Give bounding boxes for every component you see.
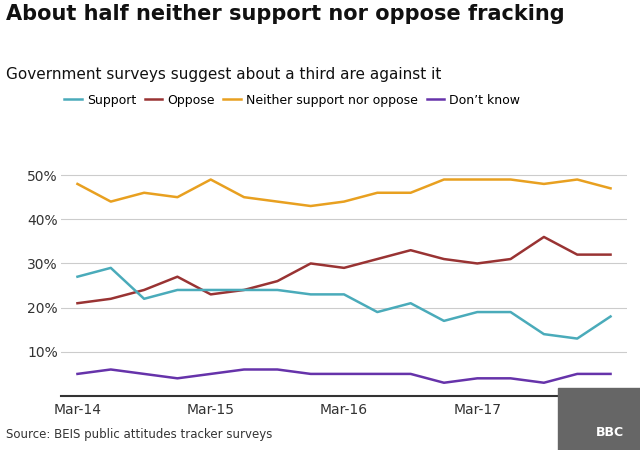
Support [374,309,381,315]
Line: Neither support nor oppose: Neither support nor oppose [77,180,611,206]
Oppose [474,261,481,266]
Oppose [573,252,581,257]
Support [240,287,248,292]
Oppose [307,261,314,266]
Neither support nor oppose [440,177,448,182]
Don’t know [340,371,348,377]
Oppose [507,256,515,262]
Support [407,301,415,306]
Neither support nor oppose [107,199,115,204]
Neither support nor oppose [507,177,515,182]
Support [74,274,81,279]
Neither support nor oppose [607,186,614,191]
Support [540,332,548,337]
Neither support nor oppose [207,177,214,182]
Oppose [240,287,248,292]
Don’t know [173,376,181,381]
Don’t know [107,367,115,372]
Neither support nor oppose [273,199,281,204]
Neither support nor oppose [340,199,348,204]
Don’t know [207,371,214,377]
Neither support nor oppose [307,203,314,209]
Legend: Support, Oppose, Neither support nor oppose, Don’t know: Support, Oppose, Neither support nor opp… [64,94,520,107]
Neither support nor oppose [173,194,181,200]
Don’t know [440,380,448,386]
Don’t know [474,376,481,381]
Oppose [273,279,281,284]
Support [173,287,181,292]
Oppose [107,296,115,302]
Don’t know [74,371,81,377]
Oppose [140,287,148,292]
Oppose [207,292,214,297]
Oppose [374,256,381,262]
Text: BBC: BBC [596,426,624,439]
Oppose [340,265,348,270]
Support [474,309,481,315]
Text: Source: BEIS public attitudes tracker surveys: Source: BEIS public attitudes tracker su… [6,428,273,441]
Oppose [540,234,548,240]
Don’t know [540,380,548,386]
Don’t know [140,371,148,377]
Don’t know [507,376,515,381]
Don’t know [374,371,381,377]
Support [607,314,614,319]
Support [273,287,281,292]
Support [573,336,581,341]
Support [107,265,115,270]
Don’t know [273,367,281,372]
Oppose [607,252,614,257]
Support [507,309,515,315]
Line: Don’t know: Don’t know [77,369,611,383]
Oppose [173,274,181,279]
Don’t know [307,371,314,377]
Don’t know [407,371,415,377]
Don’t know [240,367,248,372]
Oppose [74,301,81,306]
Neither support nor oppose [573,177,581,182]
Text: About half neither support nor oppose fracking: About half neither support nor oppose fr… [6,4,565,24]
Neither support nor oppose [74,181,81,187]
Neither support nor oppose [240,194,248,200]
Support [140,296,148,302]
Line: Support: Support [77,268,611,338]
Line: Oppose: Oppose [77,237,611,303]
Support [440,318,448,324]
Support [307,292,314,297]
Don’t know [607,371,614,377]
Neither support nor oppose [474,177,481,182]
Oppose [440,256,448,262]
Neither support nor oppose [540,181,548,187]
Don’t know [573,371,581,377]
Oppose [407,248,415,253]
Neither support nor oppose [407,190,415,195]
Support [207,287,214,292]
Support [340,292,348,297]
Neither support nor oppose [140,190,148,195]
Text: Government surveys suggest about a third are against it: Government surveys suggest about a third… [6,68,442,82]
Neither support nor oppose [374,190,381,195]
